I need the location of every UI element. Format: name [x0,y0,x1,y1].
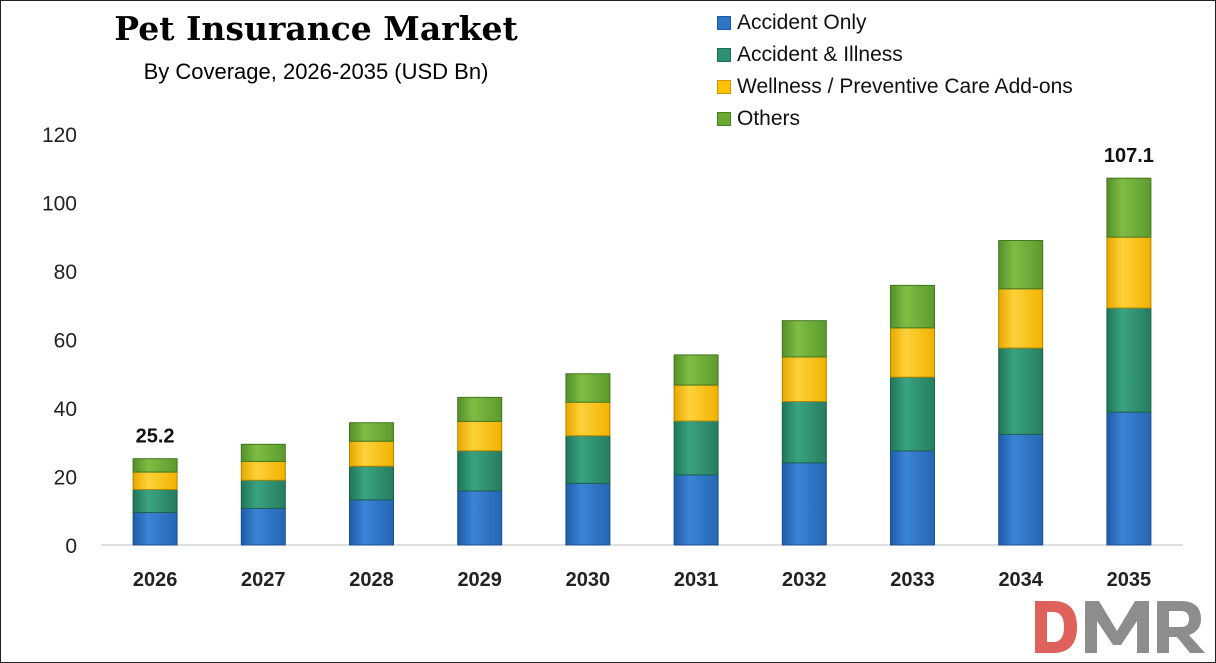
bar-segment-accident-only-2028 [349,499,394,546]
bar-segment-others-2030 [565,373,611,403]
legend-item-accident-only: Accident Only [717,7,1073,39]
bar-segment-accident-only-2027 [240,507,286,546]
total-data-label: 107.1 [1104,145,1154,167]
chart-title: Pet Insurance Market [114,9,518,48]
bar-segment-accident-only-2032 [781,462,827,546]
legend-swatch-others [717,112,731,126]
bar-segment-wellness-preventive-care-add-ons-2030 [565,401,611,437]
legend-label-accident-illness: Accident & Illness [737,43,903,66]
x-tick-label: 2032 [782,569,827,591]
bar-segment-others-2034 [998,240,1044,290]
bar-segment-wellness-preventive-care-add-ons-2035 [1106,236,1152,309]
bar-segment-wellness-preventive-care-add-ons-2027 [240,460,286,481]
bar-segment-accident-only-2031 [673,474,719,546]
bar-segment-wellness-preventive-care-add-ons-2029 [457,420,503,452]
x-tick-label: 2029 [457,569,502,591]
legend-item-wellness: Wellness / Preventive Care Add-ons [717,71,1073,103]
y-tick-label: 100 [42,193,77,216]
bar-segment-accident-only-2033 [890,450,935,546]
y-tick-label: 40 [54,398,77,421]
bar-segment-accident-illness-2034 [998,347,1044,435]
bar-segment-accident-only-2034 [998,433,1044,546]
legend-swatch-accident-only [717,16,731,30]
bar-segment-accident-only-2030 [565,482,611,546]
bar-segment-others-2032 [781,320,827,358]
chart-subtitle: By Coverage, 2026-2035 (USD Bn) [143,59,489,84]
bar-segment-wellness-preventive-care-add-ons-2026 [132,471,178,491]
legend-label-accident-only: Accident Only [737,11,867,34]
chart-legend: Accident Only Accident & Illness Wellnes… [717,7,1073,135]
labels-group: 2026 25.2 2027 2028 2029 2030 2031 2032 2033 2034… [133,145,1154,591]
bar-segment-wellness-preventive-care-add-ons-2031 [673,384,719,422]
bar-segment-wellness-preventive-care-add-ons-2028 [349,440,394,467]
total-data-label: 25.2 [136,426,175,448]
bars-group [132,177,1152,546]
bar-segment-wellness-preventive-care-add-ons-2032 [781,356,827,402]
y-tick-label: 0 [65,535,77,558]
bar-segment-accident-illness-2035 [1106,307,1152,413]
bar-segment-accident-illness-2033 [890,376,935,452]
bar-segment-accident-illness-2028 [349,465,394,501]
y-tick-label: 80 [54,261,77,284]
bar-segment-others-2033 [890,284,935,329]
bar-segment-accident-illness-2031 [673,420,719,476]
bar-segment-accident-illness-2032 [781,400,827,464]
legend-item-others: Others [717,103,1073,135]
dmr-logo [1035,601,1205,653]
bar-segment-accident-illness-2027 [240,479,286,509]
bar-segment-wellness-preventive-care-add-ons-2033 [890,327,935,378]
bar-segment-others-2027 [240,443,286,462]
y-tick-label: 120 [42,124,77,147]
bar-segment-others-2031 [673,354,719,386]
y-tick-label: 60 [54,330,77,353]
x-tick-label: 2034 [998,569,1043,591]
bar-segment-accident-illness-2029 [457,450,503,492]
x-tick-label: 2031 [674,569,719,591]
x-tick-label: 2033 [890,569,935,591]
bar-segment-accident-only-2026 [132,511,178,546]
legend-label-others: Others [737,107,801,130]
legend-swatch-accident-illness [717,48,731,62]
bar-segment-others-2026 [132,458,178,473]
bar-segment-others-2029 [457,396,503,422]
bar-segment-accident-only-2029 [457,490,503,546]
y-tick-label: 20 [54,467,77,490]
legend-item-accident-illness: Accident & Illness [717,39,1073,71]
bar-segment-wellness-preventive-care-add-ons-2034 [998,288,1044,349]
x-tick-label: 2030 [566,569,611,591]
legend-swatch-wellness [717,80,731,94]
bar-segment-accident-illness-2026 [132,489,178,513]
bar-segment-others-2035 [1106,177,1152,238]
bar-segment-accident-illness-2030 [565,435,611,484]
x-tick-label: 2035 [1107,569,1152,591]
bar-segment-others-2028 [349,422,394,442]
x-tick-label: 2028 [349,569,394,591]
legend-label-wellness: Wellness / Preventive Care Add-ons [737,75,1073,98]
bar-segment-accident-only-2035 [1106,411,1152,546]
x-tick-label: 2027 [241,569,286,591]
x-tick-label: 2026 [133,569,178,591]
